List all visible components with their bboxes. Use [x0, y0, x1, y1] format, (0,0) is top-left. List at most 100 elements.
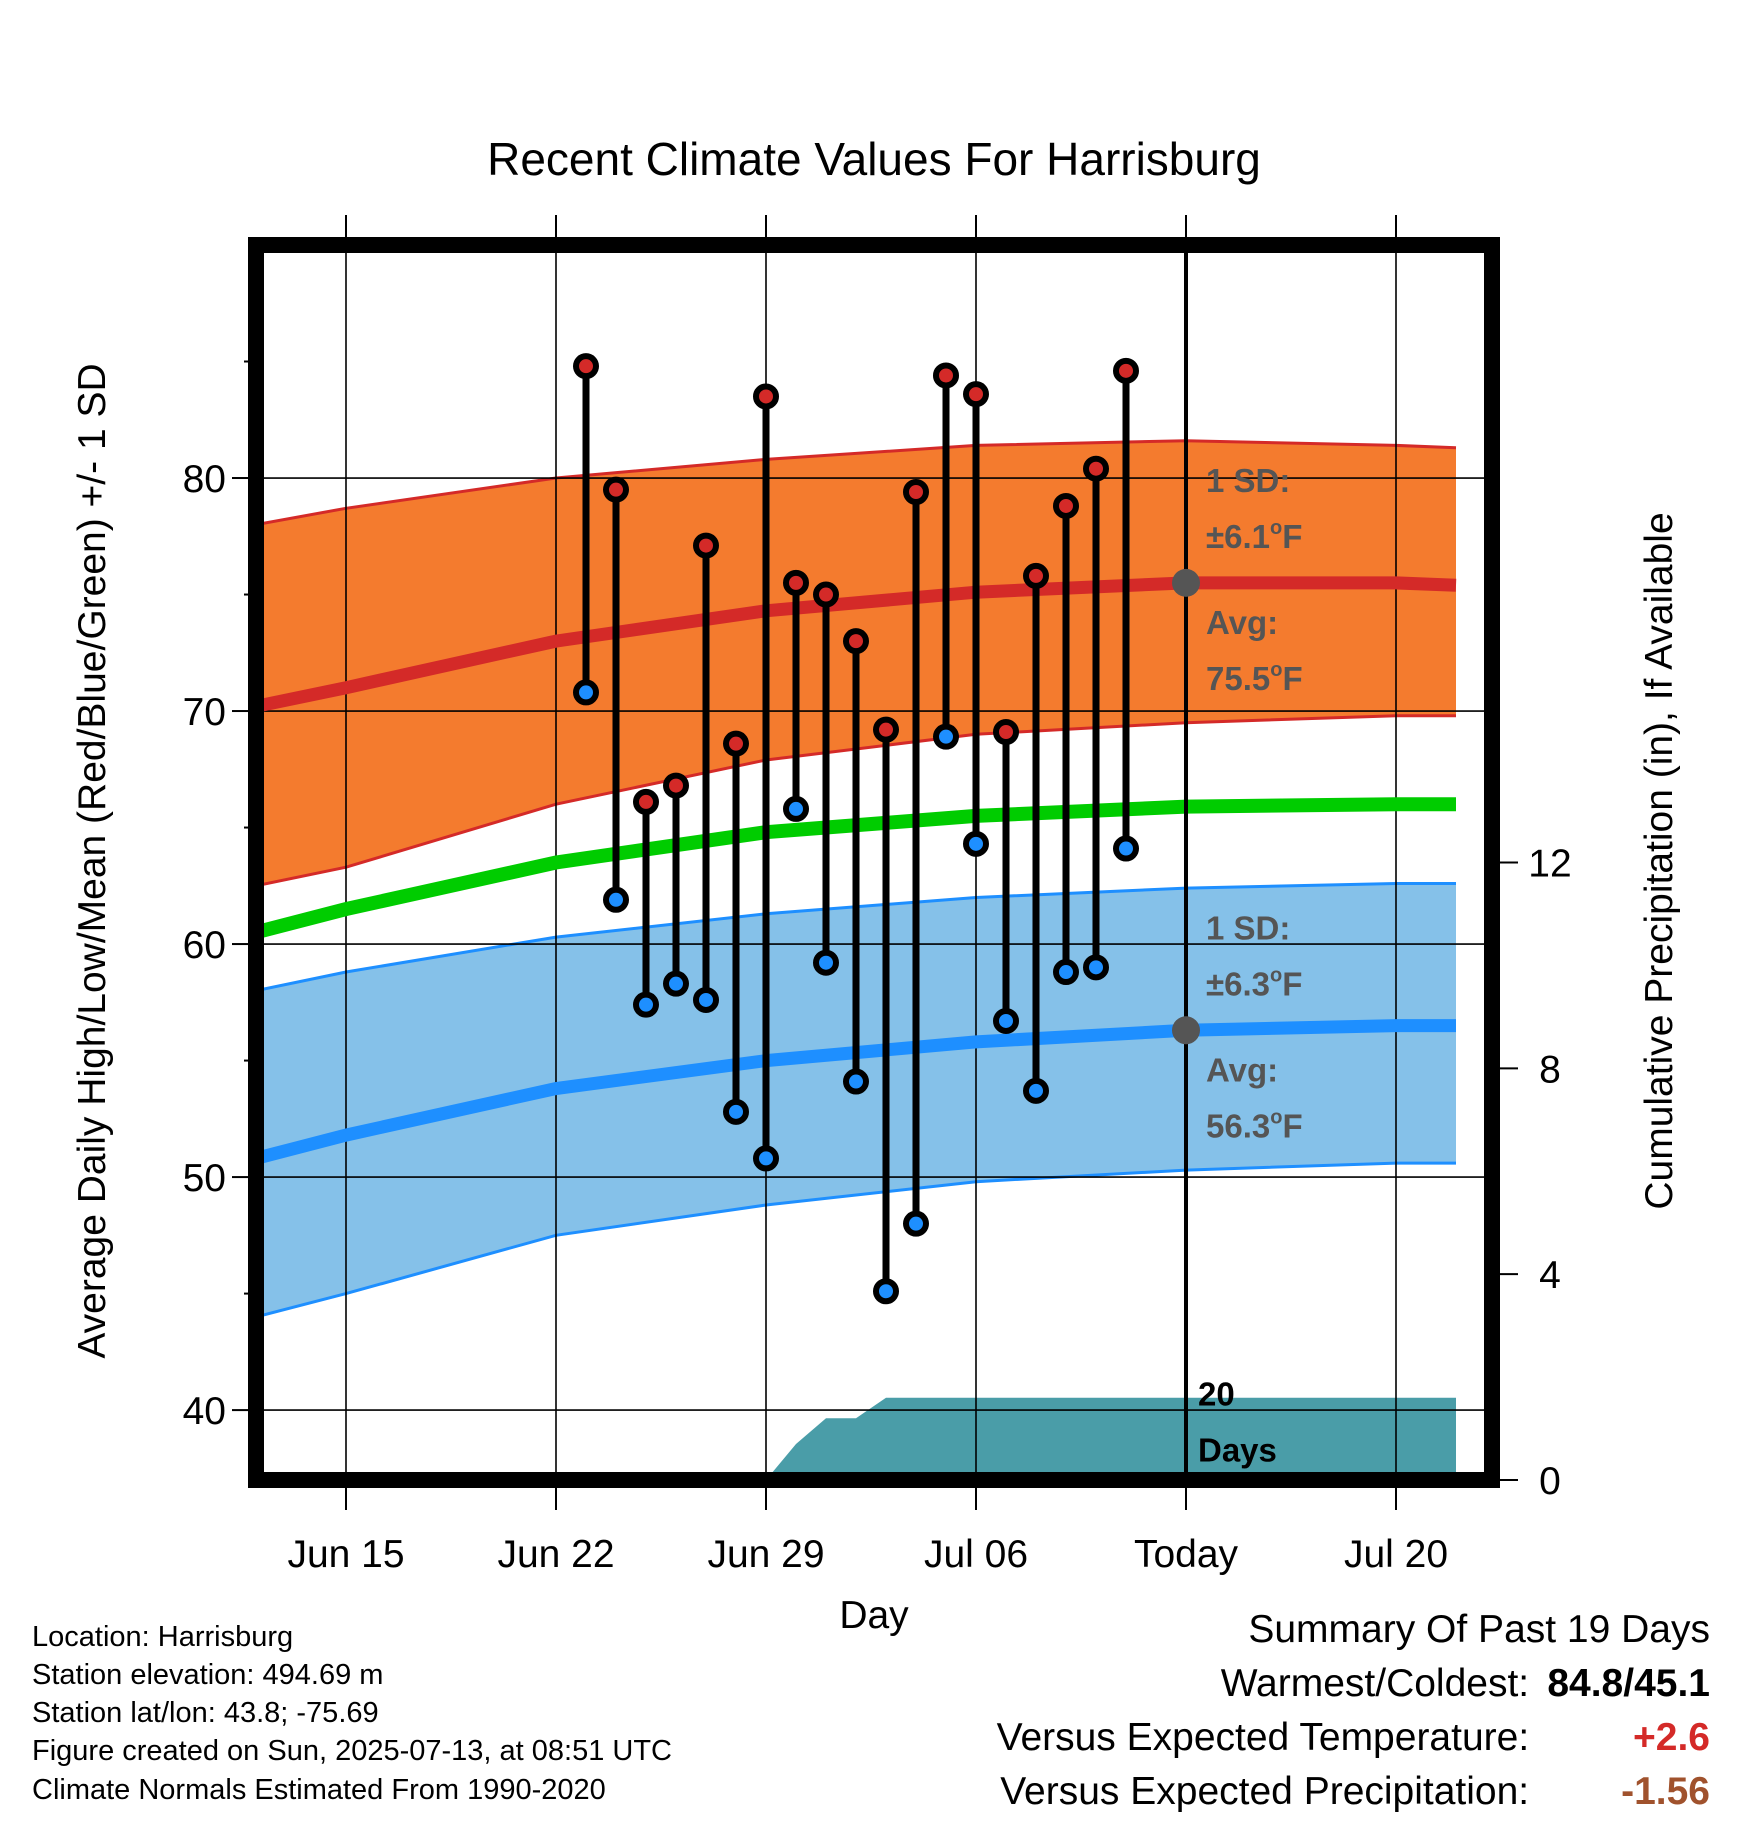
high-sd-value-number: ±6.1 [1206, 518, 1270, 555]
high-sd-title: 1 SD: [1206, 462, 1290, 499]
observed-low-marker [933, 723, 959, 750]
y2-tick-label: 8 [1539, 1048, 1561, 1091]
footer-normals: Climate Normals Estimated From 1990-2020 [32, 1774, 606, 1806]
y2-tick-label: 4 [1539, 1254, 1561, 1297]
observed-high-marker [843, 628, 869, 655]
today-low-normal-marker [1172, 1016, 1200, 1045]
observed-low-marker [993, 1007, 1019, 1034]
summary-warmest-row: Warmest/Coldest: 84.8/45.1 [1221, 1662, 1710, 1706]
high-sd-value-unit: F [1282, 518, 1302, 555]
low-sd-value-degree: o [1270, 964, 1282, 986]
footer-created: Figure created on Sun, 2025-07-13, at 08… [32, 1735, 672, 1767]
summary-temp-label: Versus Expected Temperature: [996, 1716, 1530, 1759]
high-avg-value-degree: o [1270, 659, 1282, 681]
observed-low-marker [963, 830, 989, 857]
observed-high-marker [663, 772, 689, 799]
low-sd-title: 1 SD: [1206, 909, 1290, 946]
observed-low-marker [873, 1278, 899, 1305]
mean-normal-line [256, 797, 1456, 940]
summary-precip-row: Versus Expected Precipitation: -1.56 [1000, 1770, 1710, 1814]
high-sd-upper-line [256, 439, 1457, 527]
high-sd-value-degree: o [1270, 517, 1282, 539]
x-tick-label: Today [1134, 1533, 1239, 1576]
plot-frame [248, 237, 1500, 1488]
y-tick-label: 60 [183, 924, 226, 967]
days-count-number: 20 [1198, 1375, 1235, 1412]
low-avg-title: Avg: [1206, 1052, 1278, 1089]
observed-high-marker [693, 532, 719, 559]
footer-latlon: Station lat/lon: 43.8; -75.69 [32, 1697, 379, 1729]
low-sd-value-number: ±6.3 [1206, 965, 1270, 1002]
footer-elevation: Station elevation: 494.69 m [32, 1659, 384, 1691]
observed-high-marker [723, 730, 749, 757]
x-tick-label: Jul 20 [1344, 1533, 1448, 1576]
observed-low-marker [663, 970, 689, 997]
high-avg-value-number: 75.5 [1206, 660, 1270, 697]
today-high-normal-marker [1172, 568, 1200, 597]
observed-high-marker [633, 788, 659, 815]
observed-low-marker [753, 1145, 779, 1172]
observed-low-marker [693, 986, 719, 1013]
chart-title: Recent Climate Values For Harrisburg [487, 133, 1261, 185]
y-tick-label: 40 [183, 1390, 226, 1433]
observed-low-marker [723, 1098, 749, 1125]
observed-high-marker [963, 381, 989, 408]
high-sd-lower-line [256, 714, 1456, 888]
observed-low-marker [603, 886, 629, 913]
summary-title: Summary Of Past 19 Days [1248, 1608, 1710, 1651]
observed-low-marker [843, 1068, 869, 1095]
x-tick-label: Jun 15 [287, 1533, 404, 1576]
x-axis-label: Day [839, 1594, 909, 1637]
observed-high-marker [933, 362, 959, 389]
days-count-word: Days [1198, 1431, 1277, 1468]
observed-low-marker [1053, 959, 1079, 986]
y2-tick-label: 0 [1539, 1460, 1561, 1503]
observed-high-marker [903, 479, 929, 505]
observed-high-marker [1053, 492, 1079, 519]
y-tick-label: 50 [183, 1157, 226, 1200]
observed-low-marker [1083, 954, 1109, 981]
high-sd-value: ±6.1oF [1206, 517, 1302, 555]
low-sd-lower-line [256, 1161, 1456, 1319]
low-sd-value: ±6.3oF [1206, 964, 1302, 1002]
observed-low-marker [783, 795, 809, 822]
precip-area [766, 1397, 1456, 1480]
observed-high-marker [783, 569, 809, 596]
x-tick-label: Jul 06 [924, 1533, 1028, 1576]
low-sd-upper-line [256, 882, 1456, 993]
observed-high-marker [813, 581, 839, 608]
y-axis-label: Average Daily High/Low/Mean (Red/Blue/Gr… [71, 363, 114, 1358]
observed-low-marker [633, 991, 659, 1018]
low-avg-value-unit: F [1282, 1107, 1302, 1144]
observed-high-marker [993, 719, 1019, 746]
observed-high-marker [573, 353, 599, 380]
low-sd-value-unit: F [1282, 965, 1302, 1002]
summary-precip-value: -1.56 [1621, 1770, 1710, 1813]
observed-low-marker [903, 1210, 929, 1237]
x-tick-label: Jun 29 [707, 1533, 824, 1576]
observed-high-marker [1113, 357, 1139, 384]
summary-temp-row: Versus Expected Temperature: +2.6 [997, 1716, 1710, 1760]
low-avg-value-degree: o [1270, 1106, 1282, 1128]
high-avg-value-unit: F [1282, 660, 1302, 697]
observed-low-marker [1023, 1077, 1049, 1104]
observed-low-marker [813, 949, 839, 976]
high-avg-title: Avg: [1206, 604, 1278, 641]
low-avg-value: 56.3oF [1206, 1106, 1303, 1144]
y-tick-label: 80 [183, 458, 226, 501]
low-normal-line [256, 1019, 1456, 1165]
high-normal-line [256, 576, 1457, 713]
observed-low-marker [573, 679, 599, 706]
y2-axis-label: Cumulative Precipitation (in), If Availa… [1638, 512, 1681, 1209]
observed-low-marker [1113, 835, 1139, 862]
observed-high-marker [603, 476, 629, 503]
observed-high-marker [753, 383, 779, 410]
low-avg-value-number: 56.3 [1206, 1107, 1270, 1144]
high-avg-value: 75.5oF [1206, 659, 1303, 697]
observed-high-marker [1083, 455, 1109, 482]
observed-high-marker [1023, 562, 1049, 589]
summary-temp-value: +2.6 [1633, 1716, 1710, 1759]
